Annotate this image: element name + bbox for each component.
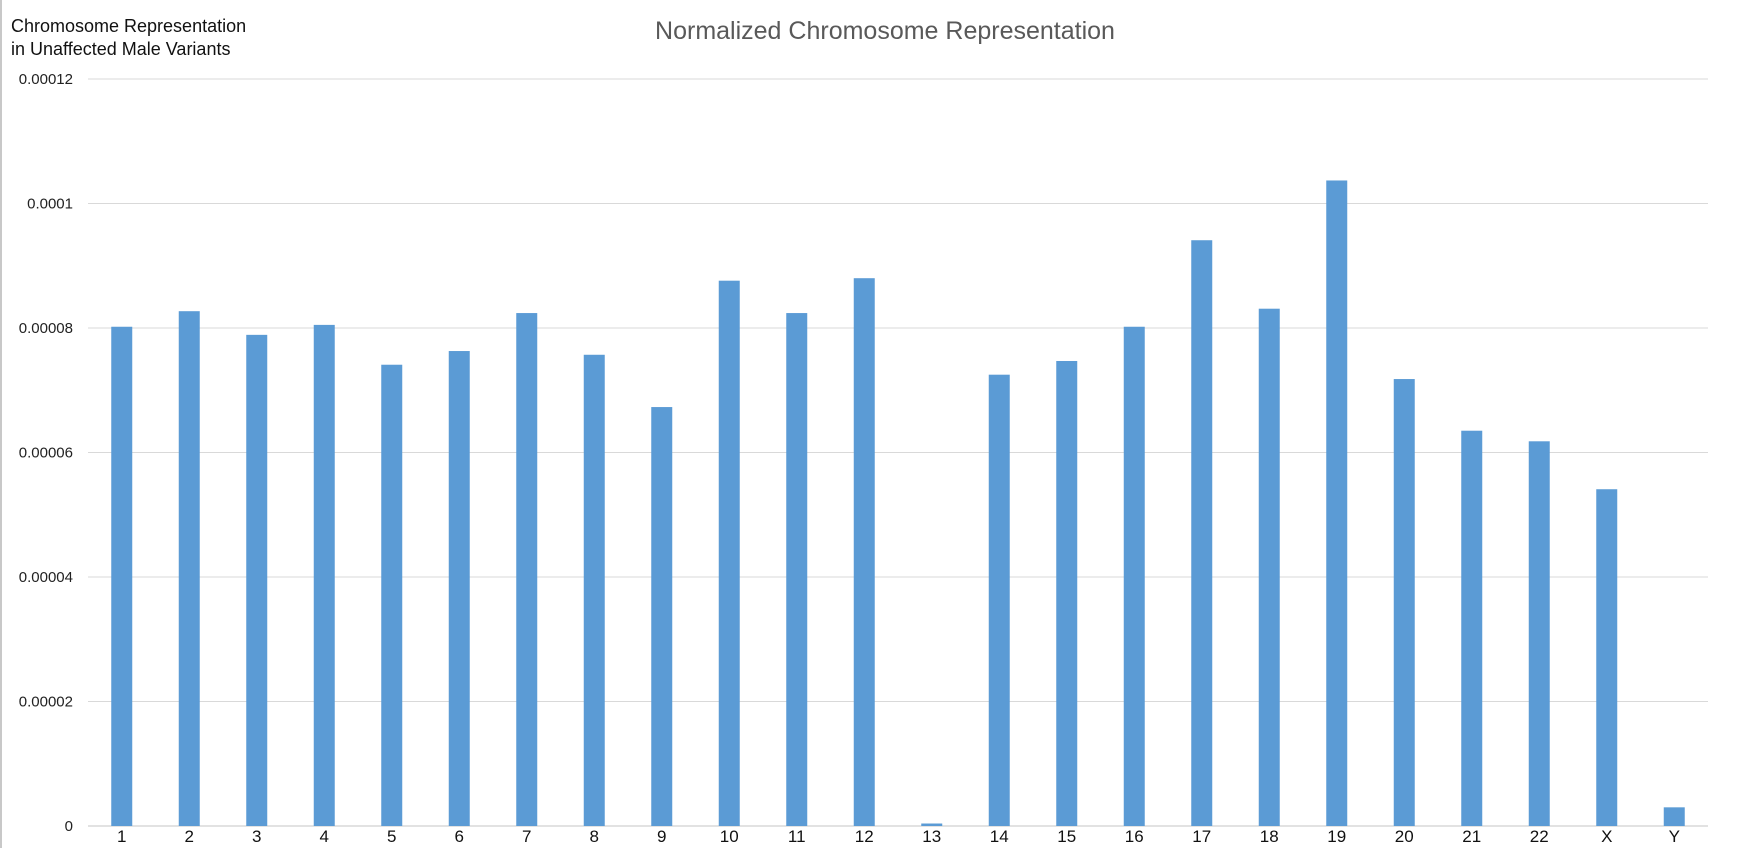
bar-1: [111, 326, 133, 826]
x-tick-label: 1: [117, 827, 126, 846]
y-tick-label: 0.00008: [19, 320, 73, 337]
bar-3: [246, 334, 268, 826]
x-tick-labels: 1 2 3 4 5 6 7 8 9 10 11 12 13 14 15 16 17 18 19 20 21 22 X Y: [117, 827, 1680, 846]
bar-8: [583, 354, 605, 826]
y-tick-label: 0.00004: [19, 569, 73, 586]
bar-7: [516, 313, 538, 826]
y-tick-label: 0.00012: [19, 71, 73, 88]
x-tick-label: 7: [522, 827, 531, 846]
x-tick-label: 21: [1462, 827, 1481, 846]
x-tick-label: 9: [657, 827, 666, 846]
x-tick-label: 5: [387, 827, 396, 846]
x-tick-label: 8: [590, 827, 599, 846]
bar-14: [988, 374, 1010, 826]
y-tick-label: 0.0001: [27, 196, 73, 213]
x-tick-label: Y: [1669, 827, 1680, 846]
bar-x: [1596, 489, 1618, 826]
x-tick-label: X: [1601, 827, 1612, 846]
bar-5: [381, 364, 403, 826]
bar-y: [1663, 807, 1685, 826]
bar-17: [1191, 240, 1213, 827]
bar-4: [313, 324, 335, 826]
x-tick-label: 20: [1395, 827, 1414, 846]
x-tick-label: 16: [1125, 827, 1144, 846]
x-tick-label: 15: [1057, 827, 1076, 846]
bar-15: [1056, 360, 1078, 826]
bar-11: [786, 313, 808, 826]
x-tick-label: 13: [922, 827, 941, 846]
x-tick-label: 22: [1530, 827, 1549, 846]
y-tick-label: 0.00006: [19, 445, 73, 462]
bar-16: [1123, 326, 1145, 826]
gridlines: [88, 78, 1708, 827]
x-tick-label: 14: [990, 827, 1009, 846]
bar-9: [651, 407, 673, 826]
bar-20: [1393, 379, 1415, 826]
bar-12: [853, 278, 875, 826]
chart-title: Normalized Chromosome Representation: [0, 17, 1760, 46]
bars: [111, 180, 1685, 827]
y-tick-labels: 0 0.00002 0.00004 0.00006 0.00008 0.0001 0.000…: [19, 71, 73, 835]
x-tick-label: 2: [185, 827, 194, 846]
bar-13: [921, 823, 943, 826]
x-tick-label: 4: [320, 827, 329, 846]
x-tick-label: 11: [788, 827, 806, 846]
bar-22: [1528, 441, 1550, 826]
x-tick-label: 3: [252, 827, 261, 846]
y-tick-label: 0.00002: [19, 694, 73, 711]
x-tick-label: 18: [1260, 827, 1279, 846]
x-tick-label: 6: [455, 827, 464, 846]
x-tick-label: 10: [720, 827, 739, 846]
y-tick-label: 0: [65, 818, 73, 835]
x-tick-label: 12: [855, 827, 874, 846]
bar-18: [1258, 308, 1280, 826]
chart-title-text: Normalized Chromosome Representation: [655, 17, 1115, 45]
x-tick-label: 17: [1192, 827, 1211, 846]
bar-21: [1461, 430, 1483, 826]
x-tick-label: 19: [1327, 827, 1346, 846]
bar-2: [178, 311, 200, 826]
bar-10: [718, 280, 740, 826]
left-edge-line: [0, 0, 2, 848]
bar-19: [1326, 180, 1348, 826]
y-axis-title: Chromosome Representation in Unaffected …: [11, 16, 247, 59]
bar-6: [448, 351, 470, 826]
